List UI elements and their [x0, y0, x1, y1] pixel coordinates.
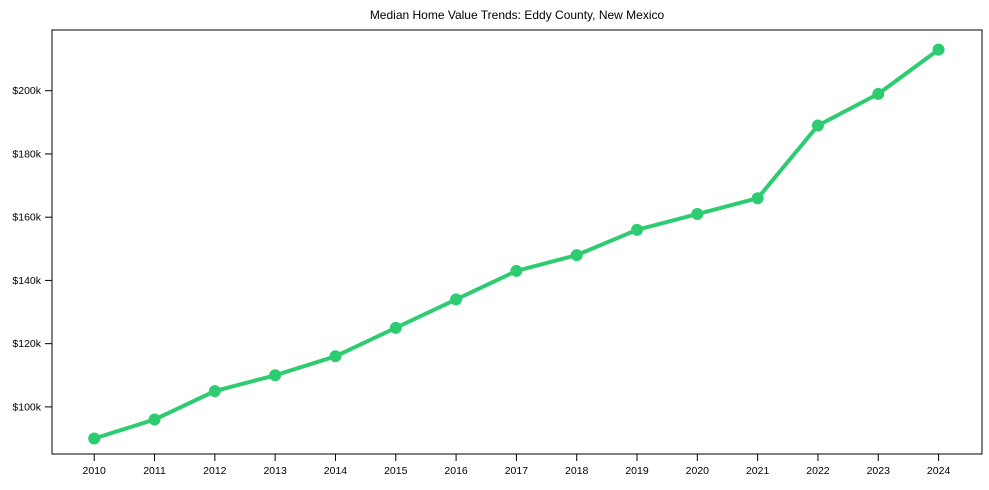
data-point-marker: [872, 87, 885, 100]
x-tick-label: 2019: [625, 465, 649, 477]
x-tick-label: 2020: [686, 465, 710, 477]
x-tick-label: 2011: [143, 465, 166, 477]
data-point-marker: [932, 43, 945, 56]
x-tick-label: 2012: [203, 465, 227, 477]
y-tick-label: $200k: [12, 85, 41, 97]
data-point-marker: [389, 321, 402, 334]
data-point-marker: [329, 350, 342, 363]
x-tick-label: 2021: [746, 465, 770, 477]
data-point-marker: [88, 432, 101, 445]
chart-title: Median Home Value Trends: Eddy County, N…: [369, 8, 665, 22]
data-point-marker: [811, 119, 824, 132]
x-tick-label: 2013: [263, 465, 287, 477]
x-tick-label: 2015: [384, 465, 408, 477]
x-tick-label: 2022: [806, 465, 830, 477]
x-tick-label: 2017: [505, 465, 529, 477]
data-point-marker: [208, 385, 221, 398]
y-tick-label: $120k: [12, 338, 41, 350]
x-tick-label: 2024: [927, 465, 951, 477]
data-point-marker: [148, 413, 161, 426]
x-tick-label: 2018: [565, 465, 589, 477]
trend-line: [92, 47, 941, 441]
x-tick-label: 2023: [867, 465, 891, 477]
data-point-marker: [691, 208, 704, 221]
y-tick-label: $180k: [12, 148, 41, 160]
data-point-marker: [570, 249, 583, 262]
data-point-marker: [510, 264, 523, 277]
x-tick-label: 2016: [444, 465, 468, 477]
data-point-marker: [631, 223, 644, 236]
y-tick-label: $160k: [12, 212, 41, 224]
y-tick-label: $140k: [12, 275, 41, 287]
data-point-marker: [269, 369, 282, 382]
x-tick-label: 2010: [83, 465, 107, 477]
x-tick-label: 2014: [324, 465, 348, 477]
data-point-marker: [450, 293, 463, 306]
data-point-marker: [751, 192, 764, 205]
y-tick-label: $100k: [12, 401, 41, 413]
plot-border: [51, 29, 983, 455]
